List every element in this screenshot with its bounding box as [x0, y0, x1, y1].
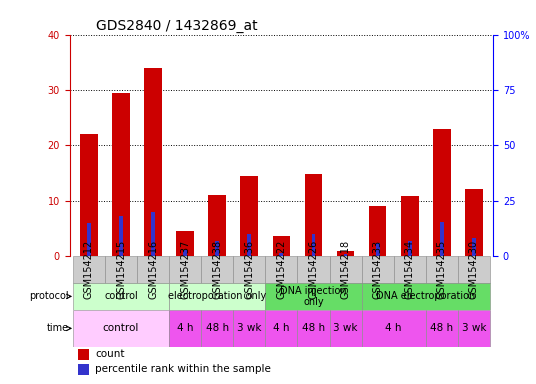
- Bar: [233, 256, 265, 283]
- Bar: [233, 310, 265, 347]
- Bar: [265, 310, 297, 347]
- Bar: [169, 256, 201, 283]
- Bar: [297, 310, 330, 347]
- Text: 48 h: 48 h: [206, 323, 229, 333]
- Bar: [105, 256, 137, 283]
- Bar: [426, 256, 458, 283]
- Bar: [201, 256, 233, 283]
- Text: GSM154216: GSM154216: [148, 240, 158, 299]
- Text: GSM154222: GSM154222: [277, 240, 286, 299]
- Bar: [119, 216, 123, 256]
- Text: GDS2840 / 1432869_at: GDS2840 / 1432869_at: [96, 19, 258, 33]
- Bar: [215, 242, 219, 256]
- Bar: [201, 310, 233, 347]
- Bar: [330, 310, 362, 347]
- Bar: [433, 129, 451, 256]
- Text: GSM154215: GSM154215: [116, 240, 126, 299]
- Text: time: time: [47, 323, 69, 333]
- Bar: [426, 310, 458, 347]
- Text: protocol: protocol: [29, 291, 69, 301]
- Bar: [376, 243, 379, 256]
- Bar: [273, 237, 290, 256]
- Bar: [362, 256, 393, 283]
- Bar: [183, 250, 187, 256]
- Bar: [73, 283, 169, 310]
- Text: 3 wk: 3 wk: [237, 323, 262, 333]
- Bar: [241, 175, 258, 256]
- Text: GSM154236: GSM154236: [244, 240, 254, 299]
- Bar: [265, 283, 362, 310]
- Text: GSM154218: GSM154218: [340, 240, 351, 299]
- Bar: [362, 283, 490, 310]
- Bar: [144, 68, 162, 256]
- Text: GSM154237: GSM154237: [180, 240, 190, 299]
- Bar: [408, 242, 412, 256]
- Bar: [465, 189, 483, 256]
- Bar: [78, 364, 89, 375]
- Bar: [151, 212, 155, 256]
- Text: 3 wk: 3 wk: [461, 323, 486, 333]
- Bar: [209, 195, 226, 256]
- Bar: [279, 253, 284, 256]
- Bar: [344, 254, 347, 256]
- Text: 48 h: 48 h: [302, 323, 325, 333]
- Bar: [169, 310, 201, 347]
- Bar: [176, 231, 194, 256]
- Bar: [393, 256, 426, 283]
- Bar: [362, 310, 426, 347]
- Text: GSM154235: GSM154235: [437, 240, 447, 299]
- Text: control: control: [103, 323, 139, 333]
- Bar: [112, 93, 130, 256]
- Text: DNA injection
only: DNA injection only: [280, 286, 347, 307]
- Text: 4 h: 4 h: [273, 323, 289, 333]
- Text: DNA electroporation: DNA electroporation: [376, 291, 475, 301]
- Text: 4 h: 4 h: [177, 323, 193, 333]
- Bar: [73, 310, 169, 347]
- Text: GSM154212: GSM154212: [84, 240, 94, 299]
- Bar: [78, 349, 89, 360]
- Text: 4 h: 4 h: [385, 323, 402, 333]
- Bar: [330, 256, 362, 283]
- Bar: [337, 252, 354, 256]
- Bar: [248, 234, 251, 256]
- Text: electroporation only: electroporation only: [168, 291, 266, 301]
- Bar: [169, 283, 265, 310]
- Bar: [440, 222, 444, 256]
- Bar: [401, 196, 419, 256]
- Bar: [304, 174, 322, 256]
- Text: GSM154226: GSM154226: [309, 240, 318, 299]
- Bar: [265, 256, 297, 283]
- Text: control: control: [104, 291, 138, 301]
- Bar: [80, 134, 98, 256]
- Bar: [87, 223, 91, 256]
- Text: percentile rank within the sample: percentile rank within the sample: [95, 364, 271, 374]
- Bar: [472, 238, 476, 256]
- Text: 3 wk: 3 wk: [333, 323, 358, 333]
- Bar: [311, 234, 315, 256]
- Text: GSM154230: GSM154230: [469, 240, 479, 299]
- Text: GSM154234: GSM154234: [405, 240, 415, 299]
- Bar: [458, 256, 490, 283]
- Text: GSM154238: GSM154238: [212, 240, 222, 299]
- Text: count: count: [95, 349, 124, 359]
- Text: GSM154233: GSM154233: [373, 240, 383, 299]
- Bar: [458, 310, 490, 347]
- Bar: [297, 256, 330, 283]
- Bar: [137, 256, 169, 283]
- Bar: [369, 206, 386, 256]
- Text: 48 h: 48 h: [430, 323, 453, 333]
- Bar: [73, 256, 105, 283]
